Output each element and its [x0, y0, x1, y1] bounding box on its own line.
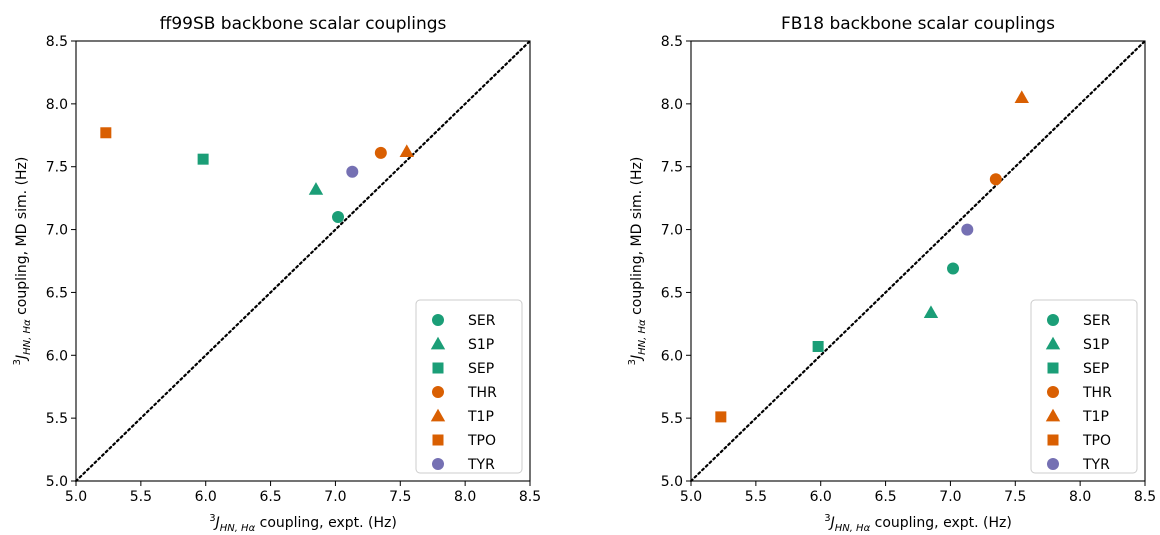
y-tick-label: 5.0 [661, 474, 683, 490]
plot-frame [690, 40, 1146, 482]
legend-marker-ser [432, 314, 444, 326]
x-tick-label: 7.0 [324, 489, 346, 505]
y-axis-label: 3JHN, Hα coupling, MD sim. (Hz) [12, 157, 33, 366]
x-axis-label: 3JHN, Hα coupling, expt. (Hz) [824, 513, 1012, 534]
y-tick-label: 7.5 [46, 160, 68, 176]
legend-marker-ser [1047, 314, 1059, 326]
y-axis-label: 3JHN, Hα coupling, MD sim. (Hz) [627, 157, 648, 366]
legend-marker-sep [432, 362, 444, 374]
x-tick-label: 8.0 [454, 489, 476, 505]
legend-label: TYR [467, 457, 495, 473]
y-tick-label: 8.0 [46, 97, 68, 113]
y-tick-label: 7.0 [661, 223, 683, 239]
legend-label: T1P [1082, 409, 1109, 425]
data-point-s1p [308, 182, 324, 195]
legend: SER S1P SEP THR T1P TPO TYR [415, 299, 523, 474]
plot-frame [75, 40, 531, 482]
data-point-thr [374, 146, 387, 159]
chart-title: ff99SB backbone scalar couplings [160, 14, 447, 34]
legend-label: TPO [467, 433, 496, 449]
legend-marker-thr [1047, 386, 1059, 398]
x-tick-label: 7.5 [1004, 489, 1026, 505]
legend: SER S1P SEP THR T1P TPO TYR [1030, 299, 1138, 474]
x-tick-label: 6.5 [874, 489, 896, 505]
legend-marker-s1p [1045, 336, 1061, 350]
legend-label: THR [1082, 385, 1112, 401]
y-tick-label: 6.5 [661, 285, 683, 301]
x-tick-label: 7.0 [939, 489, 961, 505]
y-tick-label: 7.5 [661, 160, 683, 176]
legend-marker-s1p [430, 336, 446, 350]
legend-marker-t1p [1045, 408, 1061, 422]
legend-marker-t1p [430, 408, 446, 422]
data-point-ser [947, 262, 960, 275]
x-tick-label: 7.5 [389, 489, 411, 505]
legend-marker-tpo [432, 434, 444, 446]
y-tick-label: 5.5 [661, 411, 683, 427]
identity-line [74, 39, 532, 483]
x-tick-label: 8.5 [519, 489, 541, 505]
x-tick-label: 6.0 [195, 489, 217, 505]
data-point-tyr [961, 223, 974, 236]
legend-box [1030, 299, 1138, 474]
data-point-sep [197, 153, 209, 165]
x-tick-label: 5.0 [680, 489, 702, 505]
data-point-tpo [715, 411, 727, 423]
legend-marker-tpo [1047, 434, 1059, 446]
x-tick-label: 6.0 [810, 489, 832, 505]
y-tick-label: 6.5 [46, 285, 68, 301]
x-tick-label: 5.0 [65, 489, 87, 505]
data-point-ser [332, 211, 345, 223]
y-tick-label: 8.5 [661, 34, 683, 50]
identity-line [689, 39, 1147, 483]
x-tick-label: 6.5 [259, 489, 281, 505]
legend-label: THR [467, 385, 497, 401]
data-point-t1p [1014, 90, 1029, 103]
x-tick-label: 5.5 [130, 489, 152, 505]
x-tick-label: 5.5 [745, 489, 767, 505]
data-point-s1p [923, 305, 939, 318]
y-tick-label: 8.0 [661, 97, 683, 113]
legend-label: S1P [468, 337, 494, 353]
y-tick-label: 6.0 [46, 348, 68, 364]
data-point-tyr [346, 165, 359, 178]
legend-label: SER [1083, 313, 1111, 329]
legend-label: SEP [468, 361, 494, 377]
legend-label: TYR [1082, 457, 1110, 473]
panel-ff99sb: ff99SB backbone scalar couplings 5.0 5.5 6.… [12, 14, 541, 534]
y-tick-label: 5.5 [46, 411, 68, 427]
legend-marker-sep [1047, 362, 1059, 374]
legend-marker-tyr [432, 458, 444, 470]
legend-label: S1P [1083, 337, 1109, 353]
legend-label: SER [468, 313, 496, 329]
legend-label: TPO [1082, 433, 1111, 449]
data-point-t1p [399, 144, 414, 158]
x-axis-label: 3JHN, Hα coupling, expt. (Hz) [209, 513, 397, 534]
data-point-tpo [100, 127, 112, 139]
y-tick-label: 6.0 [661, 348, 683, 364]
x-tick-label: 8.0 [1069, 489, 1091, 505]
data-point-thr [989, 173, 1002, 186]
data-point-sep [812, 340, 824, 352]
chart-title: FB18 backbone scalar couplings [781, 14, 1055, 34]
y-tick-label: 5.0 [46, 474, 68, 490]
legend-marker-thr [432, 386, 444, 398]
y-tick-label: 8.5 [46, 34, 68, 50]
legend-box [415, 299, 523, 474]
legend-label: T1P [467, 409, 494, 425]
panel-fb18: FB18 backbone scalar couplings 5.0 5.5 6.0 6… [627, 14, 1156, 534]
x-tick-label: 8.5 [1134, 489, 1156, 505]
y-tick-label: 7.0 [46, 223, 68, 239]
legend-label: SEP [1083, 361, 1109, 377]
legend-marker-tyr [1047, 458, 1059, 470]
